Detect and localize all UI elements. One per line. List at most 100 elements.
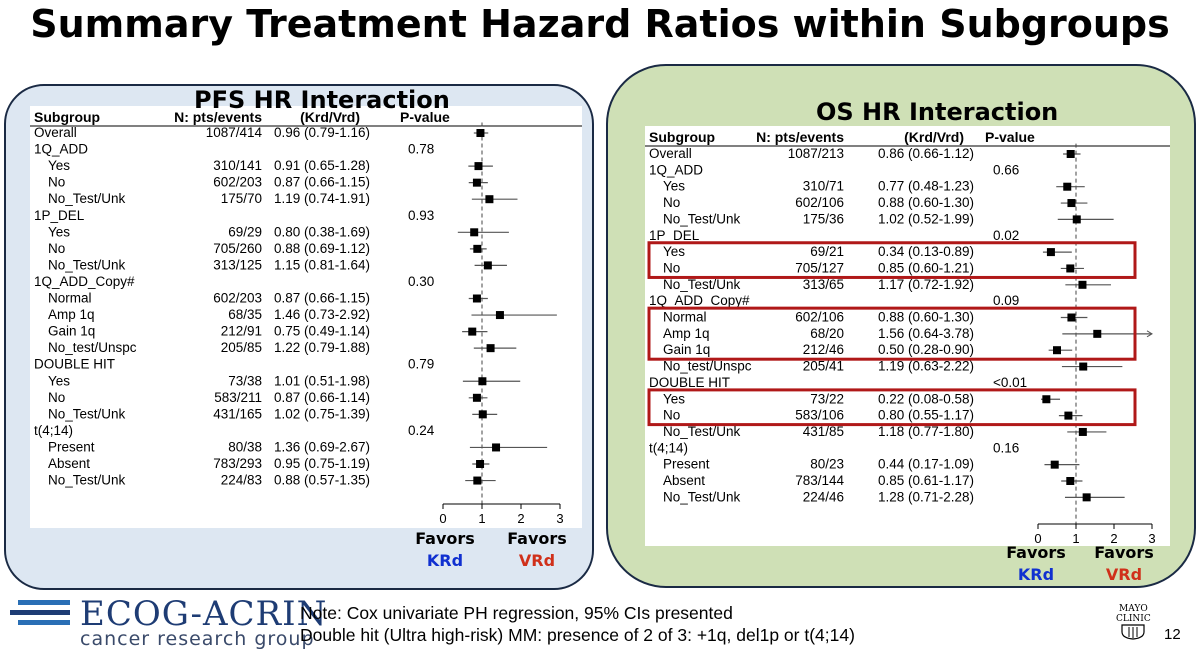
pfs-row-label: Yes — [48, 224, 70, 239]
os-hr-point — [1066, 477, 1075, 485]
os-row-label: No_Test/Unk — [663, 489, 741, 504]
os-favors-vrd: Favors VRd — [1088, 542, 1160, 586]
os-row-n: 310/71 — [803, 179, 844, 194]
pfs-hr-point — [470, 228, 479, 237]
os-row-n: 80/23 — [810, 457, 844, 472]
pfs-row-hr: 0.87 (0.66-1.15) — [274, 291, 370, 306]
os-row-hr: 0.85 (0.60-1.21) — [878, 260, 974, 275]
pfs-row-label: No_Test/Unk — [48, 406, 126, 421]
os-hr-point — [1079, 362, 1088, 371]
pfs-row-n: 224/83 — [221, 473, 262, 488]
pfs-row-hr: 0.75 (0.49-1.14) — [274, 324, 370, 339]
os-row-label: Amp 1q — [663, 326, 710, 341]
pfs-hr-point — [476, 460, 485, 468]
os-row-label: Yes — [663, 244, 685, 259]
pfs-row-label: Amp 1q — [48, 307, 95, 322]
os-row-n: 313/65 — [803, 277, 844, 292]
pfs-row-label: No — [48, 175, 65, 190]
pfs-row-hr: 1.01 (0.51-1.98) — [274, 373, 370, 388]
pfs-plot-area: Subgroup N: pts/events (Krd/Vrd) P-value Ove… — [30, 106, 582, 528]
logo-text: ECOG-ACRIN — [80, 594, 328, 634]
mayo-line-1: MAYO — [1119, 604, 1148, 614]
pfs-favors-krd-label: Favors — [415, 529, 475, 548]
os-row-label: No — [663, 408, 680, 423]
logo-bars-icon — [10, 600, 70, 625]
os-favors-krd-label: Favors — [1006, 543, 1066, 562]
pfs-row-label: Yes — [48, 373, 70, 388]
footnote-line-1: Note: Cox univariate PH regression, 95% … — [300, 603, 733, 623]
os-favors-krd: Favors KRd — [1000, 542, 1072, 586]
os-hr-point — [1046, 248, 1055, 257]
page-number: 12 — [1164, 626, 1181, 643]
os-row-n: 73/22 — [810, 391, 844, 406]
os-row-label: No_test/Unspc — [663, 359, 752, 374]
os-row-label: Yes — [663, 179, 685, 194]
os-hr-point — [1072, 215, 1081, 224]
pfs-row-label: DOUBLE HIT — [34, 357, 115, 372]
mayo-clinic-logo: MAYO CLINIC — [1116, 604, 1151, 643]
os-favors-vrd-arm: VRd — [1105, 565, 1143, 584]
pfs-row-hr: 1.19 (0.74-1.91) — [274, 191, 370, 206]
pfs-hr-point — [472, 393, 481, 402]
os-row-p: <0.01 — [993, 375, 1027, 390]
os-row-hr: 0.22 (0.08-0.58) — [878, 391, 974, 406]
os-row-label: Normal — [663, 310, 707, 325]
pfs-row-n: 175/70 — [221, 191, 262, 206]
pfs-hr-point — [473, 476, 482, 485]
pfs-hr-point — [474, 162, 483, 171]
os-row-n: 175/36 — [803, 211, 844, 226]
os-row-hr: 0.34 (0.13-0.89) — [878, 244, 974, 259]
os-row-n: 705/127 — [795, 260, 844, 275]
pfs-header-3: P-value — [400, 109, 450, 125]
pfs-hr-point — [478, 377, 487, 386]
pfs-header-1: N: pts/events — [174, 109, 262, 125]
pfs-row-label: Absent — [48, 456, 90, 471]
pfs-row-hr: 0.88 (0.57-1.35) — [274, 473, 370, 488]
os-panel-title: OS HR Interaction — [816, 98, 1059, 126]
pfs-forest-plot: Subgroup N: pts/events (Krd/Vrd) P-value Ove… — [30, 109, 582, 526]
os-hr-point — [1053, 346, 1061, 355]
os-row-p: 0.66 — [993, 162, 1019, 177]
pfs-row-hr: 0.87 (0.66-1.15) — [274, 175, 370, 190]
pfs-row-hr: 0.87 (0.66-1.14) — [274, 390, 370, 405]
pfs-row-n: 705/260 — [213, 241, 262, 256]
pfs-row-label: Yes — [48, 158, 70, 173]
os-x-tick-label: 3 — [1148, 531, 1155, 546]
os-row-label: 1Q_ADD — [649, 162, 703, 177]
os-row-hr: 1.02 (0.52-1.99) — [878, 211, 974, 226]
pfs-row-hr: 1.02 (0.75-1.39) — [274, 406, 370, 421]
os-highlight-box — [647, 388, 1137, 427]
os-row-label: No_Test/Unk — [663, 211, 741, 226]
os-row-label: No — [663, 195, 680, 210]
pfs-hr-point — [473, 244, 482, 253]
pfs-row-n: 602/203 — [213, 291, 262, 306]
pfs-row-label: No_test/Unspc — [48, 340, 137, 355]
pfs-row-p: 0.93 — [408, 208, 434, 223]
os-header-0: Subgroup — [649, 129, 715, 145]
pfs-row-p: 0.30 — [408, 274, 434, 289]
pfs-row-label: No_Test/Unk — [48, 257, 126, 272]
pfs-row-n: 583/211 — [214, 390, 262, 405]
pfs-row-n: 783/293 — [213, 456, 262, 471]
os-hr-point — [1078, 280, 1087, 289]
pfs-hr-point — [485, 195, 494, 204]
os-row-hr: 0.50 (0.28-0.90) — [878, 342, 974, 357]
os-favors-vrd-label: Favors — [1094, 543, 1154, 562]
os-row-n: 205/41 — [803, 359, 844, 374]
mayo-line-2: CLINIC — [1116, 614, 1151, 624]
pfs-hr-point — [486, 344, 495, 353]
os-row-label: No_Test/Unk — [663, 424, 741, 439]
pfs-favors-krd: Favors KRd — [410, 528, 480, 572]
os-row-p: 0.16 — [993, 440, 1019, 455]
pfs-row-n: 205/85 — [221, 340, 262, 355]
pfs-hr-point — [472, 178, 481, 187]
os-highlight-box — [647, 241, 1137, 279]
pfs-row-n: 68/35 — [228, 307, 262, 322]
pfs-row-label: No_Test/Unk — [48, 191, 126, 206]
pfs-row-hr: 1.36 (0.69-2.67) — [274, 439, 370, 454]
pfs-row-n: 310/141 — [213, 158, 262, 173]
os-hr-point — [1042, 395, 1051, 404]
os-row-hr: 1.56 (0.64-3.78) — [878, 326, 974, 341]
os-row-hr: 0.88 (0.60-1.30) — [878, 310, 974, 325]
os-row-label: No — [663, 260, 680, 275]
